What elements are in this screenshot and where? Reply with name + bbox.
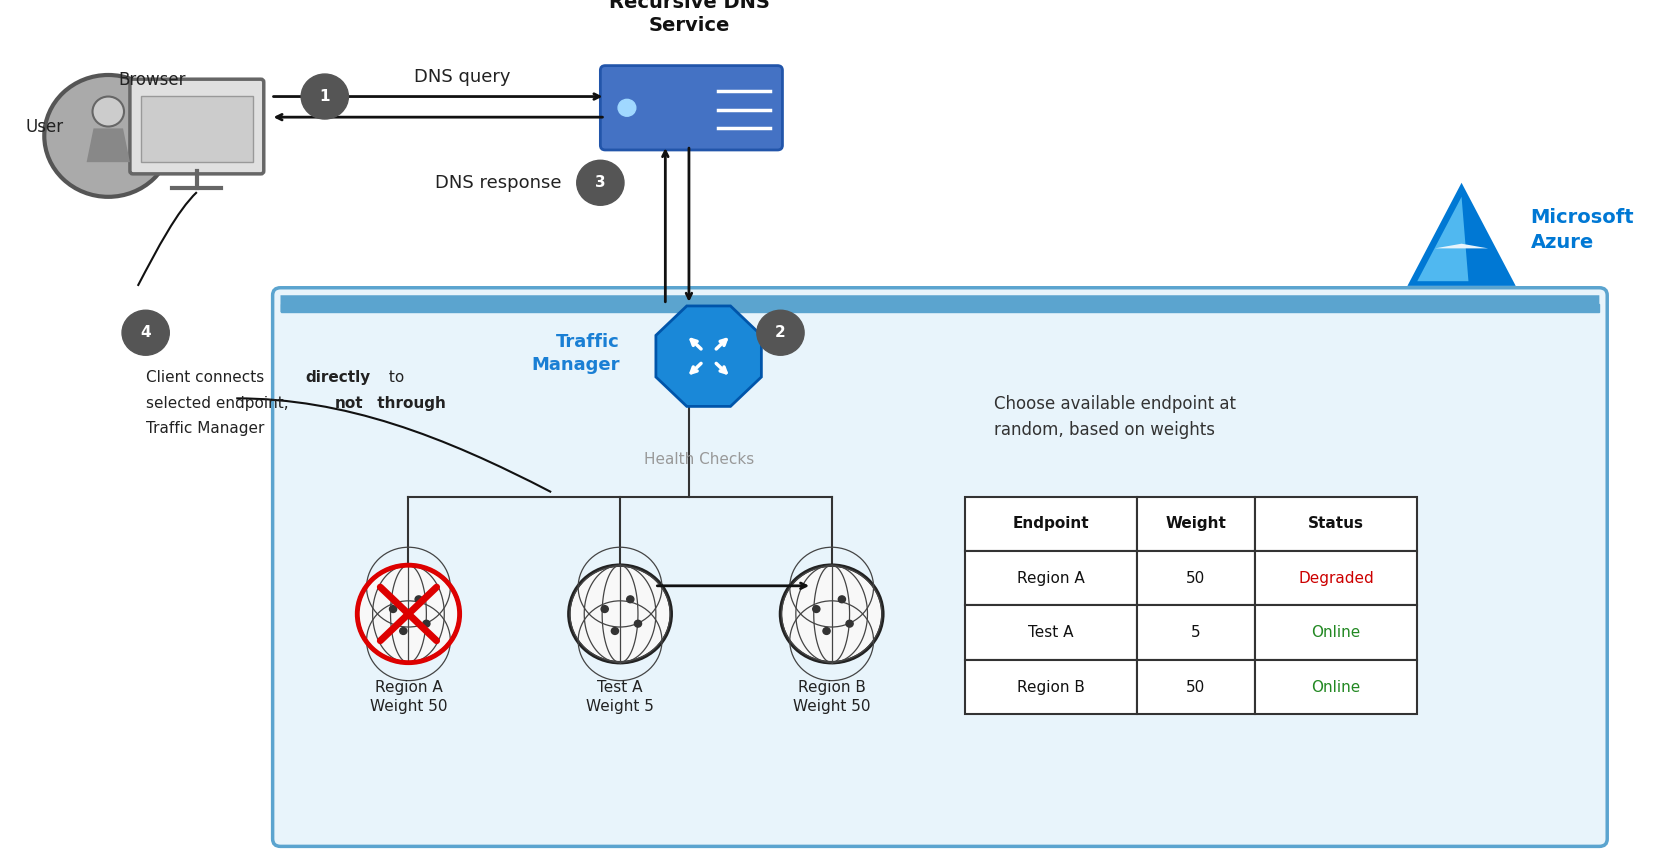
Text: to: to bbox=[384, 370, 404, 385]
Text: Endpoint: Endpoint bbox=[1013, 517, 1089, 531]
Bar bbox=[1137, 660, 1254, 714]
Text: 2: 2 bbox=[775, 325, 786, 340]
Text: directly: directly bbox=[305, 370, 371, 385]
Text: Weight: Weight bbox=[1165, 517, 1226, 531]
Text: 3: 3 bbox=[596, 175, 606, 190]
Circle shape bbox=[617, 100, 636, 116]
Text: Region A: Region A bbox=[1016, 570, 1084, 586]
Polygon shape bbox=[86, 128, 129, 162]
Text: Online: Online bbox=[1311, 625, 1360, 640]
Polygon shape bbox=[1435, 244, 1488, 248]
Polygon shape bbox=[655, 306, 761, 407]
FancyBboxPatch shape bbox=[273, 288, 1607, 846]
Polygon shape bbox=[1417, 197, 1468, 281]
Circle shape bbox=[569, 565, 672, 662]
Text: User: User bbox=[25, 118, 63, 135]
Text: 5: 5 bbox=[1192, 625, 1200, 640]
Text: 50: 50 bbox=[1187, 570, 1205, 586]
Text: Degraded: Degraded bbox=[1298, 570, 1374, 586]
Circle shape bbox=[634, 620, 642, 627]
Bar bbox=[141, 96, 253, 161]
Bar bbox=[965, 605, 1137, 660]
Circle shape bbox=[389, 606, 397, 612]
Text: through: through bbox=[372, 395, 445, 411]
Circle shape bbox=[839, 596, 846, 603]
Bar bbox=[1137, 497, 1254, 551]
Text: DNS response: DNS response bbox=[435, 173, 561, 192]
Circle shape bbox=[401, 628, 407, 635]
Text: DNS query: DNS query bbox=[414, 68, 511, 86]
Circle shape bbox=[415, 596, 422, 603]
FancyBboxPatch shape bbox=[280, 296, 1599, 312]
Circle shape bbox=[301, 74, 349, 119]
Circle shape bbox=[781, 565, 882, 662]
Text: Health Checks: Health Checks bbox=[644, 452, 755, 466]
Circle shape bbox=[823, 628, 831, 635]
Circle shape bbox=[93, 96, 124, 127]
Text: Status: Status bbox=[1307, 517, 1364, 531]
Text: Online: Online bbox=[1311, 680, 1360, 694]
Circle shape bbox=[422, 620, 430, 627]
Text: Test A
Weight 5: Test A Weight 5 bbox=[586, 680, 654, 714]
FancyBboxPatch shape bbox=[129, 79, 263, 174]
Bar bbox=[280, 303, 1599, 312]
Circle shape bbox=[611, 628, 619, 635]
Text: Region B: Region B bbox=[1016, 680, 1084, 694]
Circle shape bbox=[756, 310, 804, 355]
Circle shape bbox=[45, 75, 172, 197]
Bar bbox=[1254, 605, 1417, 660]
Text: 50: 50 bbox=[1187, 680, 1205, 694]
Bar bbox=[1137, 605, 1254, 660]
Text: Recursive DNS
Service: Recursive DNS Service bbox=[609, 0, 770, 36]
Bar bbox=[1254, 551, 1417, 605]
Circle shape bbox=[813, 606, 819, 612]
Text: Browser: Browser bbox=[119, 71, 187, 88]
Text: 1: 1 bbox=[319, 89, 329, 104]
Bar bbox=[1254, 660, 1417, 714]
Bar bbox=[1137, 551, 1254, 605]
Circle shape bbox=[357, 565, 460, 662]
Circle shape bbox=[576, 160, 624, 205]
Text: Traffic Manager: Traffic Manager bbox=[146, 420, 265, 436]
Text: Test A: Test A bbox=[1028, 625, 1074, 640]
Bar bbox=[965, 660, 1137, 714]
Text: Traffic
Manager: Traffic Manager bbox=[531, 333, 621, 375]
Bar bbox=[1254, 497, 1417, 551]
Text: selected endpoint,: selected endpoint, bbox=[146, 395, 293, 411]
Text: Choose available endpoint at
random, based on weights: Choose available endpoint at random, bas… bbox=[995, 394, 1236, 440]
Text: not: not bbox=[334, 395, 362, 411]
Bar bbox=[965, 551, 1137, 605]
Bar bbox=[965, 497, 1137, 551]
Polygon shape bbox=[1407, 183, 1516, 286]
FancyBboxPatch shape bbox=[601, 66, 783, 150]
Circle shape bbox=[601, 606, 609, 612]
Text: Region B
Weight 50: Region B Weight 50 bbox=[793, 680, 871, 714]
Circle shape bbox=[846, 620, 854, 627]
Text: Client connects: Client connects bbox=[146, 370, 268, 385]
Text: Microsoft
Azure: Microsoft Azure bbox=[1531, 207, 1633, 251]
Circle shape bbox=[627, 596, 634, 603]
Text: 4: 4 bbox=[141, 325, 151, 340]
Text: Region A
Weight 50: Region A Weight 50 bbox=[369, 680, 447, 714]
Circle shape bbox=[122, 310, 169, 355]
